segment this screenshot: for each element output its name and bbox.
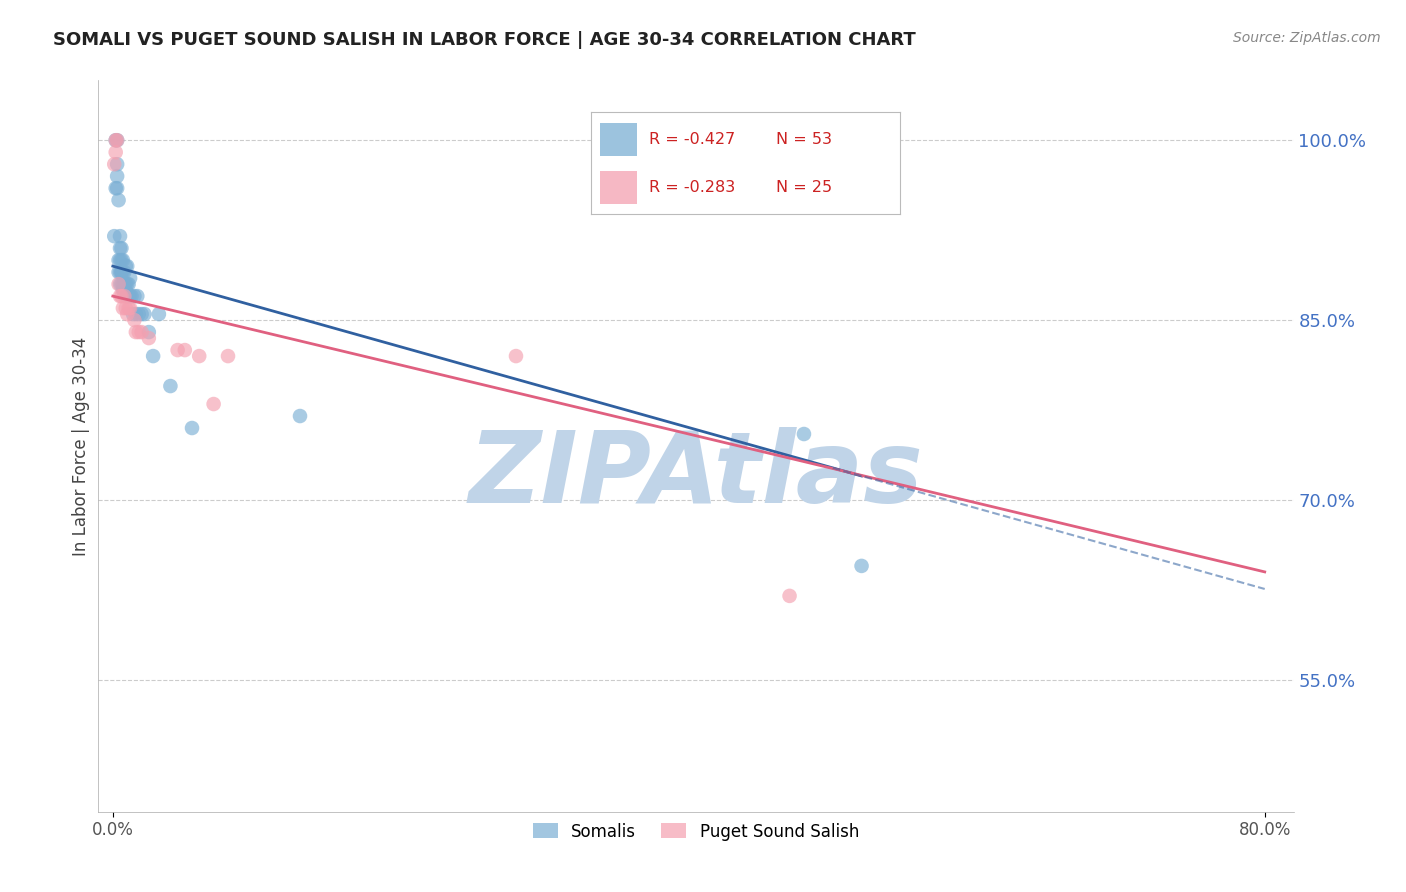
- Text: N = 53: N = 53: [776, 132, 832, 146]
- Point: [111, 277, 134, 292]
- Point: [138, 331, 160, 345]
- Point: [120, 301, 142, 315]
- Text: R = -0.427: R = -0.427: [650, 132, 735, 146]
- Point: [108, 289, 131, 303]
- Point: [124, 289, 146, 303]
- Point: [128, 325, 150, 339]
- Point: [217, 349, 239, 363]
- Point: [131, 307, 153, 321]
- Point: [105, 157, 128, 171]
- Point: [120, 289, 142, 303]
- Point: [110, 277, 132, 292]
- Point: [114, 277, 136, 292]
- Text: N = 25: N = 25: [776, 180, 832, 195]
- Point: [105, 181, 128, 195]
- Point: [110, 265, 132, 279]
- Text: SOMALI VS PUGET SOUND SALISH IN LABOR FORCE | AGE 30-34 CORRELATION CHART: SOMALI VS PUGET SOUND SALISH IN LABOR FO…: [53, 31, 917, 49]
- FancyBboxPatch shape: [600, 171, 637, 204]
- Point: [125, 307, 148, 321]
- Point: [114, 283, 136, 297]
- Point: [111, 301, 134, 315]
- Point: [108, 241, 131, 255]
- Point: [148, 307, 170, 321]
- Point: [115, 277, 138, 292]
- Point: [107, 193, 129, 207]
- Point: [105, 169, 128, 184]
- Point: [288, 409, 311, 423]
- Point: [107, 265, 129, 279]
- Point: [128, 307, 150, 321]
- Point: [111, 253, 134, 268]
- Point: [118, 289, 141, 303]
- Point: [793, 427, 815, 442]
- Point: [110, 289, 132, 303]
- Point: [114, 259, 136, 273]
- Point: [125, 325, 148, 339]
- Point: [111, 265, 134, 279]
- Point: [131, 325, 153, 339]
- Point: [103, 157, 125, 171]
- Point: [124, 313, 146, 327]
- Point: [112, 265, 135, 279]
- Text: Source: ZipAtlas.com: Source: ZipAtlas.com: [1233, 31, 1381, 45]
- Point: [142, 349, 165, 363]
- Text: R = -0.283: R = -0.283: [650, 180, 735, 195]
- Point: [108, 265, 131, 279]
- Point: [127, 289, 149, 303]
- Point: [121, 289, 143, 303]
- Point: [105, 133, 128, 147]
- Point: [173, 343, 195, 357]
- Point: [118, 277, 141, 292]
- Point: [107, 277, 129, 292]
- Point: [104, 145, 127, 160]
- Point: [111, 283, 134, 297]
- Point: [104, 133, 127, 147]
- Text: ZIPAtlas: ZIPAtlas: [468, 426, 924, 524]
- Point: [112, 289, 135, 303]
- Point: [202, 397, 225, 411]
- Point: [108, 229, 131, 244]
- Point: [104, 181, 127, 195]
- Point: [112, 277, 135, 292]
- Y-axis label: In Labor Force | Age 30-34: In Labor Force | Age 30-34: [72, 336, 90, 556]
- Point: [103, 229, 125, 244]
- Point: [115, 289, 138, 303]
- Point: [118, 301, 141, 315]
- Point: [112, 283, 135, 297]
- Point: [107, 253, 129, 268]
- Point: [188, 349, 211, 363]
- Point: [779, 589, 801, 603]
- Point: [115, 259, 138, 273]
- Point: [110, 265, 132, 279]
- Point: [108, 253, 131, 268]
- Point: [115, 307, 138, 321]
- Point: [122, 307, 145, 321]
- Legend: Somalis, Puget Sound Salish: Somalis, Puget Sound Salish: [526, 816, 866, 847]
- Point: [166, 343, 188, 357]
- Point: [134, 307, 156, 321]
- Point: [108, 277, 131, 292]
- Point: [105, 133, 128, 147]
- Point: [181, 421, 204, 435]
- Point: [138, 325, 160, 339]
- Point: [104, 133, 127, 147]
- FancyBboxPatch shape: [600, 123, 637, 155]
- Point: [110, 241, 132, 255]
- Point: [851, 558, 873, 573]
- Point: [505, 349, 527, 363]
- Point: [110, 253, 132, 268]
- Point: [120, 271, 142, 285]
- Point: [114, 301, 136, 315]
- Point: [159, 379, 181, 393]
